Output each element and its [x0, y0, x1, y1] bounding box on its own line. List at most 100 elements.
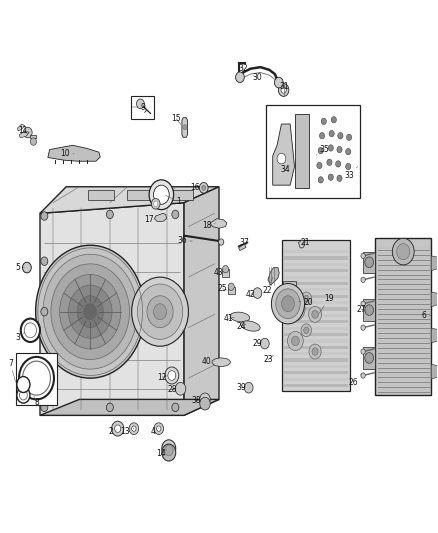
Circle shape — [41, 358, 48, 367]
Circle shape — [84, 304, 97, 320]
Bar — [285, 327, 348, 330]
Text: 29: 29 — [253, 339, 262, 348]
Circle shape — [19, 357, 54, 399]
Circle shape — [286, 297, 305, 321]
Text: 16: 16 — [190, 183, 200, 192]
Text: 2: 2 — [108, 427, 117, 436]
Circle shape — [24, 323, 36, 338]
Text: 30: 30 — [253, 73, 262, 82]
Text: 23: 23 — [263, 355, 274, 364]
Bar — [88, 190, 114, 200]
Circle shape — [281, 87, 286, 93]
Text: 5: 5 — [16, 263, 25, 272]
Bar — [285, 346, 348, 349]
Polygon shape — [431, 292, 438, 307]
Ellipse shape — [241, 321, 260, 331]
Circle shape — [304, 327, 309, 334]
Polygon shape — [363, 252, 375, 273]
Polygon shape — [298, 240, 304, 248]
Circle shape — [397, 244, 410, 260]
Text: 42: 42 — [246, 289, 255, 298]
Circle shape — [41, 212, 48, 220]
Text: 1: 1 — [166, 195, 181, 206]
Polygon shape — [40, 187, 219, 213]
Circle shape — [361, 277, 365, 282]
Bar — [285, 384, 348, 387]
Circle shape — [77, 296, 103, 328]
Circle shape — [106, 210, 113, 219]
Bar — [285, 250, 348, 253]
Text: 13: 13 — [120, 427, 134, 436]
Bar — [285, 256, 348, 260]
Polygon shape — [273, 124, 294, 185]
Circle shape — [279, 84, 289, 96]
Circle shape — [312, 348, 318, 356]
Bar — [285, 269, 348, 272]
Circle shape — [68, 285, 112, 338]
Polygon shape — [431, 365, 438, 379]
Circle shape — [328, 174, 333, 180]
Circle shape — [183, 125, 187, 130]
Circle shape — [115, 425, 121, 432]
Circle shape — [304, 295, 309, 302]
Bar — [283, 281, 296, 306]
Circle shape — [23, 127, 32, 138]
Text: 6: 6 — [422, 311, 431, 320]
Circle shape — [17, 376, 30, 392]
Polygon shape — [223, 269, 229, 277]
Circle shape — [19, 390, 27, 400]
Bar — [285, 263, 348, 266]
Circle shape — [319, 133, 325, 139]
Bar — [285, 282, 348, 285]
Ellipse shape — [230, 312, 250, 322]
Text: 22: 22 — [262, 277, 273, 295]
Polygon shape — [239, 244, 246, 251]
Bar — [285, 359, 348, 362]
Text: 24: 24 — [236, 321, 246, 330]
Circle shape — [328, 145, 333, 151]
Bar — [285, 288, 348, 292]
Circle shape — [308, 306, 321, 322]
Bar — [266, 106, 360, 198]
Text: 40: 40 — [202, 357, 215, 366]
Circle shape — [162, 444, 176, 461]
Circle shape — [22, 262, 31, 273]
Circle shape — [337, 175, 342, 181]
Circle shape — [236, 72, 244, 83]
Circle shape — [365, 353, 374, 364]
Circle shape — [43, 254, 138, 369]
Circle shape — [365, 305, 374, 316]
Circle shape — [301, 324, 311, 337]
Circle shape — [318, 176, 323, 183]
Text: 3: 3 — [16, 332, 25, 342]
Circle shape — [156, 426, 161, 431]
Text: 35: 35 — [316, 145, 329, 155]
Polygon shape — [363, 300, 375, 321]
Circle shape — [112, 421, 124, 436]
Text: 32: 32 — [238, 64, 248, 73]
Circle shape — [272, 284, 304, 324]
Circle shape — [22, 361, 50, 395]
Bar — [285, 295, 348, 298]
Text: 21: 21 — [301, 238, 310, 247]
Circle shape — [21, 319, 40, 342]
Polygon shape — [40, 399, 219, 415]
Bar — [285, 308, 348, 311]
Circle shape — [164, 445, 173, 456]
Circle shape — [312, 310, 318, 318]
Circle shape — [200, 393, 210, 406]
Text: 28: 28 — [167, 385, 177, 394]
Circle shape — [288, 332, 303, 351]
Circle shape — [277, 154, 286, 164]
Circle shape — [361, 349, 365, 354]
Polygon shape — [431, 256, 438, 271]
Circle shape — [138, 284, 183, 340]
Circle shape — [361, 373, 365, 378]
Circle shape — [318, 148, 323, 154]
Circle shape — [309, 344, 321, 359]
Circle shape — [346, 164, 351, 169]
Circle shape — [301, 292, 311, 305]
Circle shape — [253, 288, 262, 298]
Bar — [285, 340, 348, 343]
Text: 43: 43 — [213, 269, 223, 277]
